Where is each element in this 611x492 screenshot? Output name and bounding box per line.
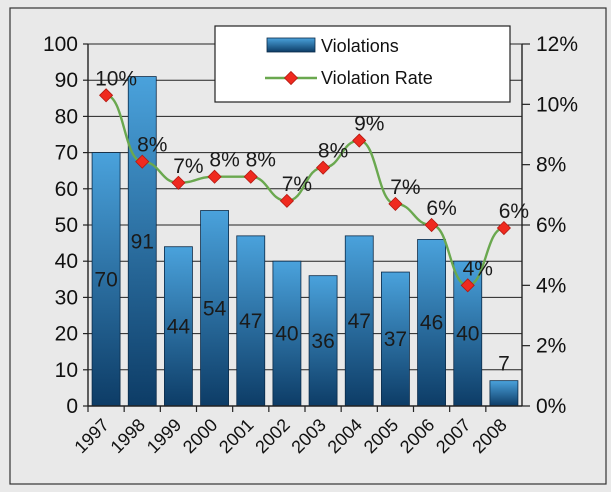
violation-rate-marker xyxy=(243,169,258,184)
x-axis-category-label: 2005 xyxy=(360,415,402,457)
violation-rate-marker xyxy=(424,217,439,233)
left-axis-tick-label: 70 xyxy=(55,142,78,165)
violations-data-label: 70 xyxy=(94,268,117,291)
violations-data-label: 47 xyxy=(348,310,371,333)
violations-data-label: 54 xyxy=(203,297,227,320)
violations-bar xyxy=(127,76,157,407)
legend: Violations Violation Rate xyxy=(214,25,511,103)
right-axis-tick-label: 10% xyxy=(536,93,578,116)
left-axis-tick-label: 80 xyxy=(55,105,78,128)
violation-rate-marker xyxy=(460,278,475,293)
violation-rate-line xyxy=(105,94,505,287)
violation-rate-data-label: 7% xyxy=(282,173,312,196)
x-axis-category-label: 1997 xyxy=(70,415,112,457)
violations-bar xyxy=(200,210,229,407)
violation-rate-data-label: 9% xyxy=(354,113,384,136)
violations-bar xyxy=(91,152,121,407)
violation-rate-marker xyxy=(207,169,222,184)
violation-rate-marker xyxy=(171,175,186,190)
left-axis-tick-label: 10 xyxy=(55,359,78,382)
left-axis-tick-label: 40 xyxy=(55,250,78,273)
violations-bar xyxy=(381,271,410,407)
left-axis-tick-label: 90 xyxy=(55,69,78,92)
rate-line xyxy=(99,88,511,293)
right-axis-tick-label: 8% xyxy=(536,154,566,177)
violation-rate-marker xyxy=(352,133,367,148)
legend-swatch-rate-marker xyxy=(283,70,299,86)
violation-rate-data-label: 8% xyxy=(209,149,239,172)
violation-rate-marker xyxy=(279,193,294,208)
chart-frame xyxy=(9,7,607,485)
left-axis-tick-label: 50 xyxy=(55,214,78,237)
left-axis-tick-label: 0 xyxy=(66,395,78,418)
violations-bar xyxy=(164,246,193,407)
violation-rate-marker xyxy=(388,196,403,211)
right-axis-tick-label: 2% xyxy=(536,335,566,358)
right-axis-tick-label: 12% xyxy=(536,33,578,56)
violations-data-label: 47 xyxy=(239,310,262,333)
right-axis-tick-label: 4% xyxy=(536,274,566,297)
violation-rate-data-label: 10% xyxy=(95,67,137,90)
violation-rate-marker xyxy=(135,154,150,169)
right-axis-tick-label: 6% xyxy=(536,214,566,237)
violations-bar xyxy=(236,235,266,407)
violations-bar xyxy=(417,239,446,407)
x-axis-category-label: 2001 xyxy=(215,415,257,457)
violation-rate-marker xyxy=(316,160,331,175)
violations-bar xyxy=(308,275,338,407)
legend-label-violations: Violations xyxy=(321,36,399,56)
violation-rate-marker xyxy=(496,220,511,236)
violations-data-label: 36 xyxy=(311,330,334,353)
left-axis-tick-label: 30 xyxy=(55,286,78,309)
x-axis-category-label: 1999 xyxy=(143,415,185,457)
violations-data-label: 40 xyxy=(275,323,298,346)
violations-data-label: 46 xyxy=(420,312,443,335)
left-axis-tick-label: 20 xyxy=(55,323,78,346)
data-labels: 70 91 44 54 47 40 36 47 37 46 40 7 10% 8% 7% 8% 8% 7% 8% 9%… xyxy=(94,67,529,375)
x-axis-category-label: 2007 xyxy=(432,415,474,457)
violation-rate-marker xyxy=(99,88,114,103)
violation-rate-data-label: 7% xyxy=(390,176,420,199)
violation-rate-data-label: 8% xyxy=(137,134,167,157)
violations-data-label: 91 xyxy=(131,230,154,253)
violations-data-label: 37 xyxy=(384,328,407,351)
legend-box xyxy=(214,25,511,103)
right-axis-tick-label: 0% xyxy=(536,395,566,418)
x-axis-category-label: 2006 xyxy=(396,415,438,457)
violation-rate-data-label: 6% xyxy=(426,197,456,220)
violations-data-label: 40 xyxy=(456,323,479,346)
violations-data-label: 7 xyxy=(498,353,510,376)
x-axis-category-label: 1998 xyxy=(107,415,149,457)
legend-swatch-violations xyxy=(266,37,316,53)
x-axis-category-label: 2004 xyxy=(324,415,366,457)
left-axis-tick-label: 60 xyxy=(55,178,78,201)
violations-data-label: 44 xyxy=(167,315,191,338)
violation-rate-data-label: 7% xyxy=(173,155,203,178)
violation-rate-data-label: 6% xyxy=(499,200,529,223)
violations-bar xyxy=(272,260,302,407)
x-axis-category-label: 2002 xyxy=(251,415,293,457)
x-axis-category-label: 2008 xyxy=(468,415,510,457)
violation-rate-data-label: 8% xyxy=(246,149,276,172)
left-axis-tick-label: 100 xyxy=(43,33,78,56)
x-axis-category-label: 2000 xyxy=(179,415,221,457)
violations-bar xyxy=(489,380,519,407)
violation-rate-data-label: 8% xyxy=(318,140,348,163)
bars xyxy=(91,76,519,407)
violation-rate-data-label: 4% xyxy=(463,257,493,280)
x-axis-category-label: 2003 xyxy=(287,415,329,457)
legend-label-violation-rate: Violation Rate xyxy=(321,68,433,88)
